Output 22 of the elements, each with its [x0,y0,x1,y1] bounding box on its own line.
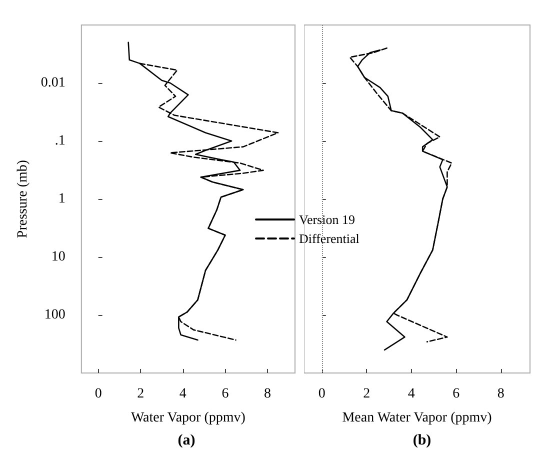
x-tick-label: 8 [264,386,272,402]
y-tick-label: 10 [51,250,66,264]
legend-label: Differential [299,231,360,246]
x-tick-label: 4 [179,386,186,402]
x-tick-label: 0 [94,386,102,402]
x-tick-label: 4 [408,386,415,402]
y-tick-label: .1 [54,134,66,148]
y-axis-title: Pressure (mb) [16,160,30,238]
text: (a) [178,432,196,448]
x-tick-label: 2 [137,386,144,402]
x-tick-label: 2 [363,386,370,402]
y-tick-label: 100 [44,308,66,322]
x-tick-label: 8 [497,386,504,402]
text: (b) [412,432,432,448]
x-tick-label: 0 [318,386,326,402]
y-tick-label: 0.01 [40,76,66,90]
x-axis-title: Mean Water Vapor (ppmv) [342,410,492,426]
legend-label: Version 19 [299,212,355,227]
x-axis-title: Water Vapor (ppmv) [130,410,246,426]
x-tick-label: 6 [452,386,460,402]
x-tick-label: 6 [222,386,229,402]
y-tick-label: 1 [58,192,66,206]
